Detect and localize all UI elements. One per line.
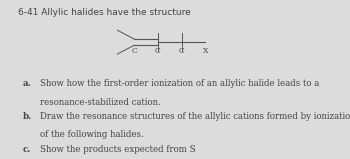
Text: C: C: [155, 47, 161, 55]
Text: 6-41 Allylic halides have the structure: 6-41 Allylic halides have the structure: [18, 8, 190, 17]
Text: X: X: [203, 47, 208, 55]
Text: c.: c.: [23, 145, 31, 154]
Text: C: C: [179, 47, 184, 55]
Text: of the following halides.: of the following halides.: [40, 130, 144, 139]
Text: Show the products expected from S: Show the products expected from S: [40, 145, 196, 154]
Text: a.: a.: [23, 80, 32, 89]
Text: Show how the first-order ionization of an allylic halide leads to a: Show how the first-order ionization of a…: [40, 80, 320, 89]
Text: Draw the resonance structures of the allylic cations formed by ionization: Draw the resonance structures of the all…: [40, 112, 350, 121]
Text: C: C: [131, 47, 137, 55]
Text: b.: b.: [23, 112, 32, 121]
Text: resonance-stabilized cation.: resonance-stabilized cation.: [40, 98, 161, 107]
